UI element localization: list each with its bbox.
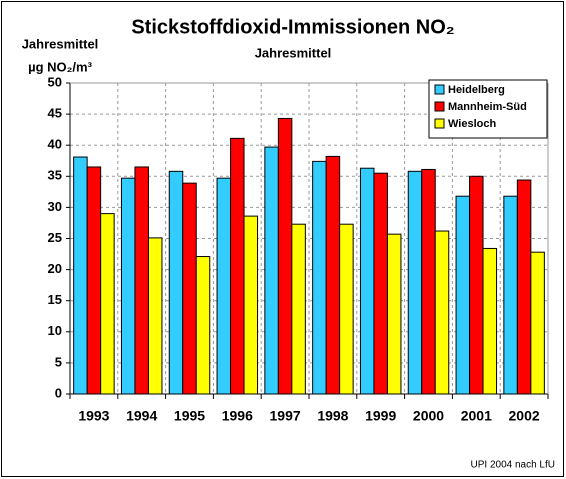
bar [359, 167, 375, 395]
bar [291, 223, 306, 395]
bar [516, 179, 532, 395]
bar [455, 195, 471, 395]
x-tick-label: 2000 [413, 408, 444, 424]
y-tick-label: 0 [55, 385, 62, 400]
bar [73, 156, 88, 395]
bar [147, 237, 163, 395]
y-tick-label: 10 [48, 323, 62, 338]
legend-swatch [434, 101, 445, 112]
legend-label: Wiesloch [448, 118, 496, 130]
x-tick-label: 1998 [317, 408, 348, 424]
chart-title: Stickstoffdioxid-Immissionen NO₂ [131, 16, 454, 38]
bar [503, 195, 518, 395]
bar [373, 172, 388, 395]
chart-subtitle: Jahresmittel [255, 45, 332, 60]
x-tick-label: 1999 [365, 408, 396, 424]
bar [530, 251, 545, 395]
bar [325, 155, 341, 395]
bar [434, 230, 450, 395]
bar [312, 160, 327, 395]
legend-swatch [434, 118, 445, 129]
y-tick-label: 30 [48, 199, 62, 214]
bar [421, 168, 436, 395]
bar [386, 233, 402, 395]
source-note: UPI 2004 nach LfU [471, 460, 556, 471]
x-tick-label: 1994 [126, 408, 157, 424]
y-tick-label: 50 [48, 74, 62, 89]
bar [168, 170, 184, 395]
x-tick-label: 1993 [78, 408, 109, 424]
legend-swatch [434, 84, 445, 95]
legend-box [428, 79, 548, 139]
bar [339, 223, 354, 395]
bar [120, 177, 136, 395]
x-tick-label: 2002 [509, 408, 540, 424]
bar [216, 177, 232, 395]
bar [134, 166, 149, 395]
bar [482, 247, 498, 395]
y-tick-label: 40 [48, 137, 62, 152]
bar [230, 137, 245, 395]
bar [195, 256, 211, 395]
bar [264, 146, 279, 395]
bar [182, 182, 197, 395]
y-tick-label: 5 [55, 354, 62, 369]
y-tick-label: 35 [48, 168, 62, 183]
y-axis-label: Jahresmittel [22, 36, 99, 51]
bar [277, 117, 293, 395]
bar [407, 170, 423, 395]
legend-label: Mannheim-Süd [448, 101, 527, 113]
y-tick-label: 25 [48, 230, 62, 245]
x-tick-label: 1995 [174, 408, 205, 424]
x-tick-label: 1997 [270, 408, 301, 424]
y-tick-label: 15 [48, 292, 62, 307]
bar [86, 166, 102, 395]
x-tick-label: 2001 [461, 408, 492, 424]
legend-label: Heidelberg [448, 84, 505, 96]
bar [100, 213, 115, 395]
bar [243, 215, 259, 395]
bar [469, 175, 484, 395]
y-tick-label: 20 [48, 261, 62, 276]
y-axis-label: µg NO₂/m³ [28, 59, 92, 74]
x-tick-label: 1996 [222, 408, 253, 424]
y-tick-label: 45 [48, 106, 62, 121]
